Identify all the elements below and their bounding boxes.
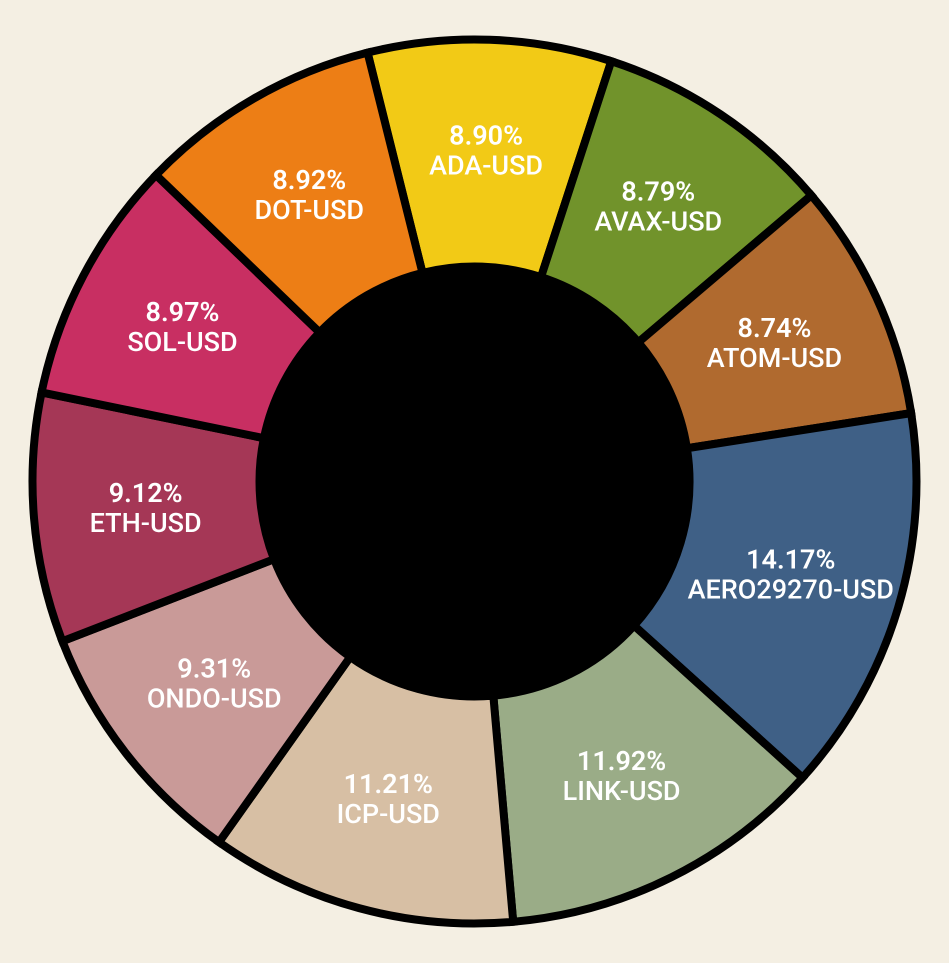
slice-label: 11.92%LINK-USD — [563, 745, 681, 807]
slice-label-text: 11.21%ICP-USD — [337, 768, 440, 830]
slice-label: 11.21%ICP-USD — [337, 768, 440, 830]
donut-chart: 8.90%ADA-USD8.79%AVAX-USD8.74%ATOM-USD14… — [0, 0, 949, 963]
donut-center — [259, 266, 691, 698]
slice-label-text: 11.92%LINK-USD — [563, 745, 681, 807]
donut-chart-svg: 8.90%ADA-USD8.79%AVAX-USD8.74%ATOM-USD14… — [0, 0, 949, 963]
